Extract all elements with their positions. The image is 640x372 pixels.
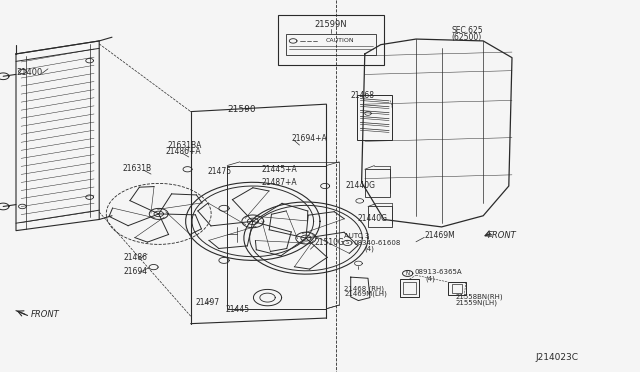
Text: 21468: 21468: [351, 92, 375, 100]
Bar: [368, 206, 392, 227]
Text: 21486: 21486: [124, 253, 148, 262]
Text: S: S: [346, 240, 349, 246]
Bar: [278, 15, 384, 65]
Text: FRONT: FRONT: [31, 310, 60, 319]
Bar: [227, 166, 326, 309]
Bar: [448, 282, 466, 295]
Text: (62500): (62500): [451, 33, 481, 42]
Text: 21469M: 21469M: [424, 231, 455, 240]
Text: CAUTION: CAUTION: [326, 38, 355, 44]
Text: AUTC 3: AUTC 3: [344, 233, 369, 239]
Bar: [452, 284, 462, 293]
Text: 21475: 21475: [208, 167, 232, 176]
Bar: [357, 95, 392, 140]
Text: 21510G: 21510G: [315, 238, 345, 247]
Text: 21469M(LH): 21469M(LH): [344, 291, 387, 297]
Bar: [400, 279, 419, 297]
Bar: [365, 169, 390, 197]
Text: J214023C: J214023C: [535, 353, 579, 362]
Text: 21694: 21694: [124, 267, 148, 276]
Text: FRONT: FRONT: [488, 231, 516, 240]
Text: 21559N(LH): 21559N(LH): [456, 299, 498, 306]
Bar: [403, 282, 416, 294]
Text: 21558BN(RH): 21558BN(RH): [456, 294, 503, 300]
Text: 21486+A: 21486+A: [165, 147, 201, 156]
Text: SEC.625: SEC.625: [451, 26, 483, 35]
Text: 21445+A: 21445+A: [261, 165, 297, 174]
Text: (4): (4): [365, 246, 374, 253]
Text: 21487+A: 21487+A: [261, 178, 297, 187]
Text: 08340-61608: 08340-61608: [354, 240, 401, 246]
Text: 21400: 21400: [16, 68, 42, 77]
Bar: [286, 34, 376, 55]
Text: 08913-6365A: 08913-6365A: [415, 269, 462, 275]
Text: 21631BA: 21631BA: [168, 141, 202, 150]
Text: 21694+A: 21694+A: [291, 134, 327, 143]
Text: N: N: [406, 271, 410, 276]
Text: 21445: 21445: [225, 305, 250, 314]
Text: (4): (4): [426, 275, 435, 282]
Text: 21631B: 21631B: [123, 164, 152, 173]
Text: 21590: 21590: [227, 105, 256, 114]
Text: 21440G: 21440G: [357, 214, 387, 223]
Text: 21440G: 21440G: [346, 181, 376, 190]
Text: 21468 (RH): 21468 (RH): [344, 285, 385, 292]
Text: 21599N: 21599N: [315, 20, 348, 29]
Text: 21497: 21497: [195, 298, 220, 307]
